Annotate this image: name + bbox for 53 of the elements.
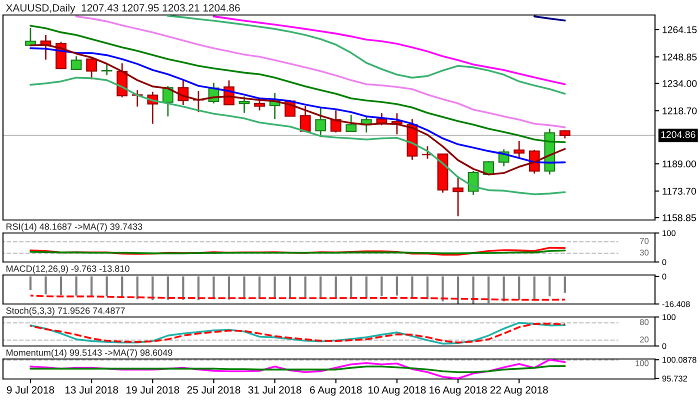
candlestick [86, 58, 98, 80]
y-tick-label: 1234.00 [662, 80, 697, 88]
x-tick-label: 9 Jul 2018 [6, 386, 54, 394]
ref-line-label: 1204.86 [661, 131, 696, 138]
candlestick [452, 176, 464, 217]
x-tick-label: 19 Jul 2018 [126, 386, 180, 394]
x-tick-label: 13 Jul 2018 [65, 386, 118, 394]
y-tick-label: 0 [662, 274, 666, 280]
y-tick-label: 1218.70 [662, 107, 697, 114]
line-series [30, 24, 566, 144]
x-tick-label: 6 Aug 2018 [310, 386, 362, 396]
y-tick-label: 0 [662, 343, 666, 350]
ref-line-label: 30 [640, 250, 649, 256]
y-tick-label: 1189.00 [662, 160, 696, 168]
candlestick [238, 96, 250, 114]
candlestick [346, 114, 357, 132]
line-series [30, 365, 566, 374]
y-tick-label: 100 [662, 230, 676, 236]
chart-title: MACD(12,26,9) -9.763 -13.810 [6, 265, 130, 274]
line-series [30, 359, 566, 379]
ref-line-label: 70 [640, 238, 649, 244]
line-series [75, 16, 566, 128]
chart-title: Stoch(5,3,3) 71.9526 74.4877 [6, 307, 125, 316]
y-tick-label: 1173.70 [662, 188, 696, 195]
y-tick-label: 0 [662, 259, 666, 266]
line-series [30, 76, 566, 196]
y-tick-label: 1158.85 [662, 214, 696, 222]
y-tick-label: -16.408 [662, 301, 690, 308]
ref-line-label: 20 [640, 336, 649, 342]
candlestick [315, 106, 326, 138]
chart-title: XAUUSD,Daily 1207.43 1207.95 1203.21 1204.86 [6, 4, 240, 14]
ref-line-label: 100 [636, 360, 649, 366]
y-tick-label: 1248.85 [662, 54, 697, 60]
x-tick-label: 22 Aug 2018 [490, 386, 548, 396]
line-series [212, 16, 566, 86]
candlestick [70, 56, 82, 71]
line-series [167, 15, 566, 95]
x-tick-label: 10 Aug 2018 [368, 386, 426, 396]
ref-line-label: 80 [640, 319, 649, 326]
candlestick [101, 62, 112, 76]
chart-title: Momentum(14) 99.5143 ->MA(7) 98.6049 [6, 349, 172, 358]
candlestick [300, 105, 311, 132]
x-tick-label: 25 Jul 2018 [187, 386, 240, 394]
y-tick-label: 100.0878 [662, 356, 696, 363]
line-series [30, 246, 566, 256]
candlestick [514, 140, 525, 159]
y-tick-label: 1264.15 [662, 26, 697, 34]
chart-title: RSI(14) 48.1687 ->MA(7) 39.7433 [6, 223, 142, 232]
y-tick-label: 95.732 [662, 376, 688, 382]
x-tick-label: 31 Jul 2018 [248, 386, 302, 394]
x-tick-label: 16 Aug 2018 [430, 386, 487, 396]
candlestick [330, 109, 342, 134]
y-tick-label: 100 [662, 314, 676, 320]
